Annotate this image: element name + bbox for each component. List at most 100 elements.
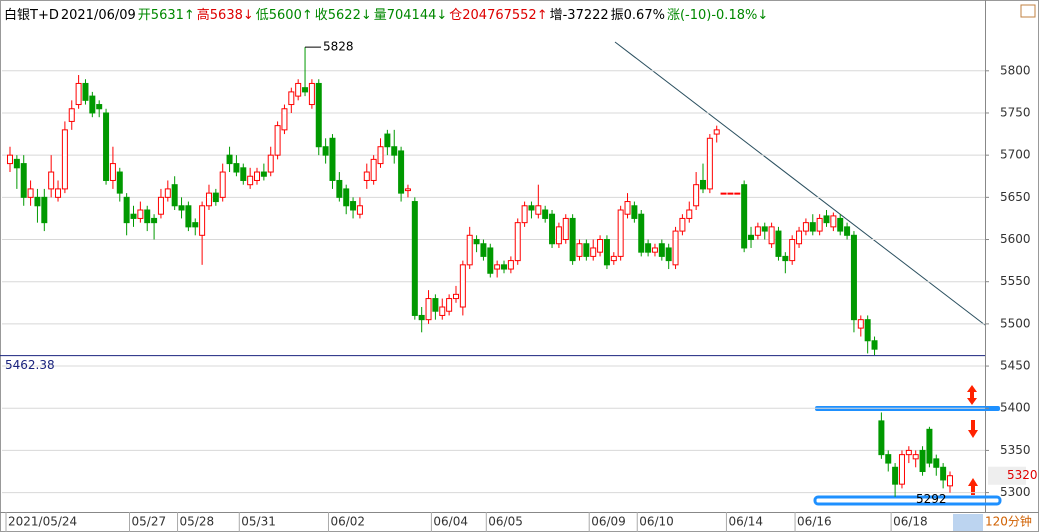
candle-body [247,175,254,186]
candle-body [693,184,700,207]
candle-body [521,205,528,224]
candle-body [686,209,693,219]
candle-body [617,209,624,257]
candle-body [302,87,309,93]
candle-body [830,215,837,228]
support-line [813,495,1002,506]
candle-body [329,137,336,181]
candle-body [288,91,295,106]
candle-body [494,264,501,270]
candle-body [164,188,171,198]
candle-body [885,454,892,464]
candle-body [576,243,583,257]
candle-body [672,230,679,266]
candle-body [864,319,871,342]
candle-body [748,234,755,241]
candle-body [796,230,803,245]
candle-body [768,226,775,245]
candle-body [363,171,370,181]
candle-body [741,184,748,249]
x-tick-label: 05/31 [241,515,276,529]
candle-body [823,215,830,224]
candle-body [356,205,363,215]
y-tick-label: 5750 [1000,105,1031,119]
candle-body [844,226,851,236]
candle-body [260,171,267,177]
x-tick-label: 06/09 [591,515,626,529]
candle-body [144,209,151,224]
period-label[interactable]: 120分钟 [985,514,1032,529]
candle-body [425,298,432,321]
quote-field: 2021/06/09 [60,8,136,23]
period-box [953,514,983,531]
candle-body [933,458,940,468]
settings-icon[interactable] [1020,4,1036,18]
candle-body [446,298,453,312]
candle-body [322,146,329,156]
candle-body [336,179,343,198]
quote-field: 涨(-10)-0.18%↓ [666,8,769,23]
y-tick-label: 5650 [1000,190,1031,204]
candle-body [569,217,576,262]
y-tick-label: 5350 [1000,443,1031,457]
candle-body [699,179,706,190]
candle-body [487,247,494,274]
quote-field: 低5600↑ [255,8,313,23]
candle-body [34,196,41,207]
candle-body [89,95,96,114]
candle-body [597,239,604,253]
candle-body [384,133,391,148]
candle-body [583,243,590,257]
candle-body [892,466,899,485]
candle-body [775,230,782,257]
candle-body [501,264,508,270]
x-tick-label: 05/28 [180,515,215,529]
y-tick-label: 5800 [1000,63,1031,77]
candle-body [727,192,734,195]
candle-body [20,163,27,198]
candle-body [610,255,617,262]
candle-body [857,319,864,329]
candle-body [514,222,521,262]
candle-body [802,222,809,232]
candle-body [871,340,878,350]
candle-body [720,192,727,195]
candle-body [192,222,199,228]
candle-body [137,209,144,219]
candle-body [638,213,645,253]
x-tick-label: 06/05 [488,515,523,529]
y-tick-label: 5500 [1000,316,1031,330]
candle-body [123,196,130,224]
candle-body [459,264,466,308]
candle-body [466,234,473,266]
candle-body [274,125,281,156]
candle-body [205,192,212,207]
candle-body [75,82,82,106]
candle-body [281,108,288,131]
candle-body [645,243,652,253]
trend-line [614,41,986,326]
candle-body [940,466,947,481]
candle-body [199,205,206,236]
candle-body [404,188,411,192]
candle-body [55,188,62,198]
candle-body [480,243,487,257]
x-tick-label: 06/16 [797,515,832,529]
candle-body [254,171,261,181]
candle-body [432,298,439,312]
y-tick-label: 5400 [1000,401,1031,415]
candle-body [130,213,137,219]
candle-body [713,129,720,135]
reference-label: 5462.38 [5,358,55,372]
candle-body [308,82,315,106]
candle-body [679,217,686,232]
candle-body [603,239,610,266]
quote-field: 白银T+D [4,8,59,23]
x-tick-label: 06/18 [893,515,928,529]
candle-body [837,217,844,232]
quote-field: 高5638↓ [196,8,254,23]
candle-body [542,209,549,219]
arrow [968,478,978,495]
candle-body [315,82,322,148]
